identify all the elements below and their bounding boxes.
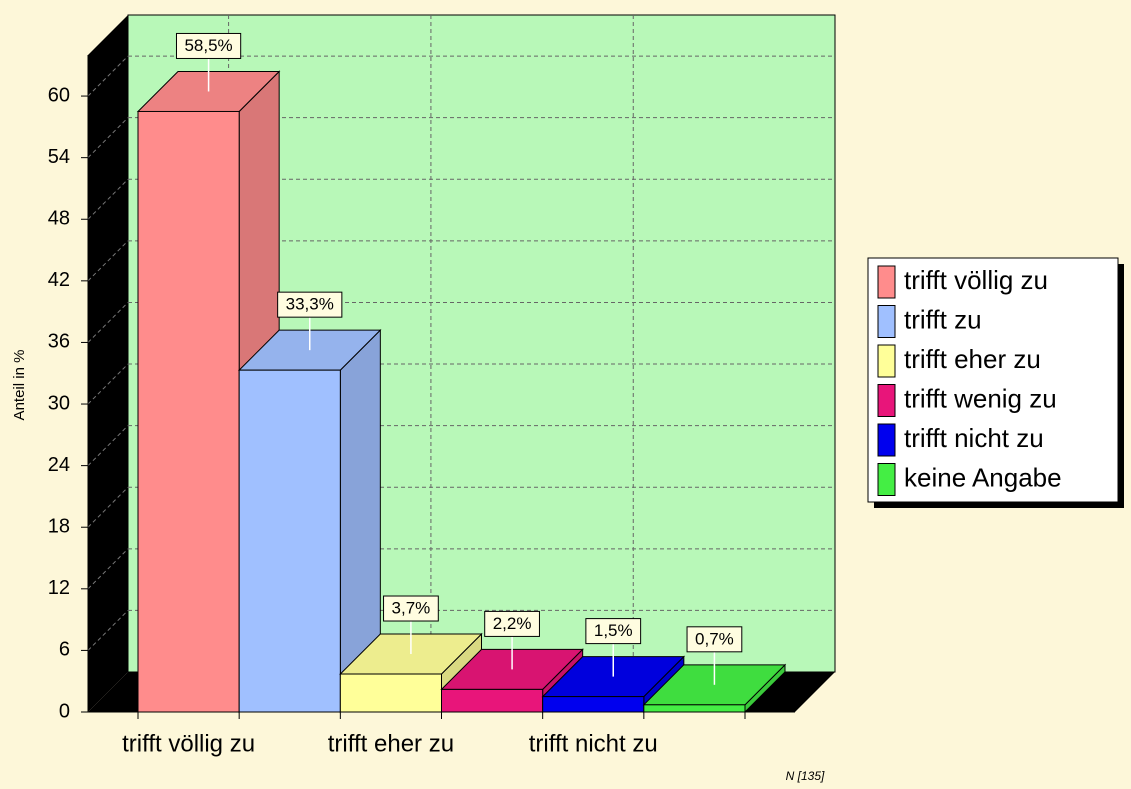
y-tick-label: 60 — [48, 84, 70, 106]
legend-label: trifft nicht zu — [904, 423, 1044, 453]
y-tick-label: 24 — [48, 454, 70, 476]
x-tick-label: trifft völlig zu — [122, 730, 255, 757]
legend-label: trifft eher zu — [904, 344, 1041, 374]
x-tick-label: trifft eher zu — [328, 730, 454, 757]
bar — [137, 110, 240, 713]
y-tick-label: 12 — [48, 577, 70, 599]
y-tick-label: 18 — [48, 516, 70, 538]
y-tick-label: 54 — [48, 146, 70, 168]
data-label-box — [686, 626, 743, 653]
data-label: 3,7% — [392, 599, 431, 618]
bar — [542, 696, 645, 713]
legend-swatch — [877, 305, 896, 338]
data-label-box — [383, 595, 439, 622]
grid-line — [87, 610, 129, 651]
data-label-box — [277, 291, 343, 318]
data-label-group: 2,2% — [484, 610, 540, 637]
data-label-box — [175, 32, 242, 59]
legend-label: keine Angabe — [904, 462, 1062, 492]
bar — [441, 688, 544, 713]
grid-line — [87, 548, 129, 590]
grid-line — [87, 117, 129, 159]
data-label-box — [585, 618, 642, 645]
legend — [867, 257, 1119, 503]
y-tick-label: 0 — [59, 700, 70, 722]
grid-line — [87, 363, 129, 405]
y-tick-label: 6 — [59, 639, 70, 661]
data-label: 33,3% — [286, 295, 334, 314]
data-label: 2,2% — [493, 614, 532, 633]
grid-line — [87, 55, 129, 97]
data-label-group: 3,7% — [383, 595, 439, 622]
grid-line — [87, 425, 129, 466]
legend-swatch — [877, 265, 896, 299]
y-tick-label: 42 — [48, 269, 70, 291]
bar — [643, 704, 746, 713]
data-label-group: 0,7% — [686, 626, 743, 653]
grid-line — [87, 486, 129, 528]
data-label-group: 58,5% — [175, 32, 242, 59]
grid-line — [87, 302, 129, 343]
y-tick-label: 36 — [48, 331, 70, 353]
bar — [238, 369, 341, 713]
legend-swatch — [877, 423, 896, 457]
grid-line — [87, 240, 129, 282]
legend-label: trifft wenig zu — [904, 383, 1057, 413]
data-label-group: 33,3% — [277, 291, 343, 318]
data-label: 58,5% — [184, 36, 232, 55]
legend-swatch — [877, 384, 896, 417]
legend-swatch — [877, 344, 896, 378]
x-tick-label: trifft nicht zu — [529, 730, 658, 757]
footnote: N [135] — [786, 769, 825, 783]
bar — [339, 673, 443, 713]
y-tick-label: 48 — [48, 208, 70, 230]
legend-label: trifft völlig zu — [904, 265, 1048, 295]
data-label-group: 1,5% — [585, 618, 642, 645]
grid-line — [87, 178, 129, 220]
y-axis-label: Anteil in % — [11, 350, 28, 421]
data-label-box — [484, 610, 540, 637]
left-wall — [88, 15, 128, 712]
y-tick-label: 30 — [48, 392, 70, 414]
legend-label: trifft zu — [904, 304, 982, 334]
legend-swatch — [877, 463, 896, 496]
data-label: 1,5% — [594, 621, 633, 640]
data-label: 0,7% — [695, 629, 734, 648]
